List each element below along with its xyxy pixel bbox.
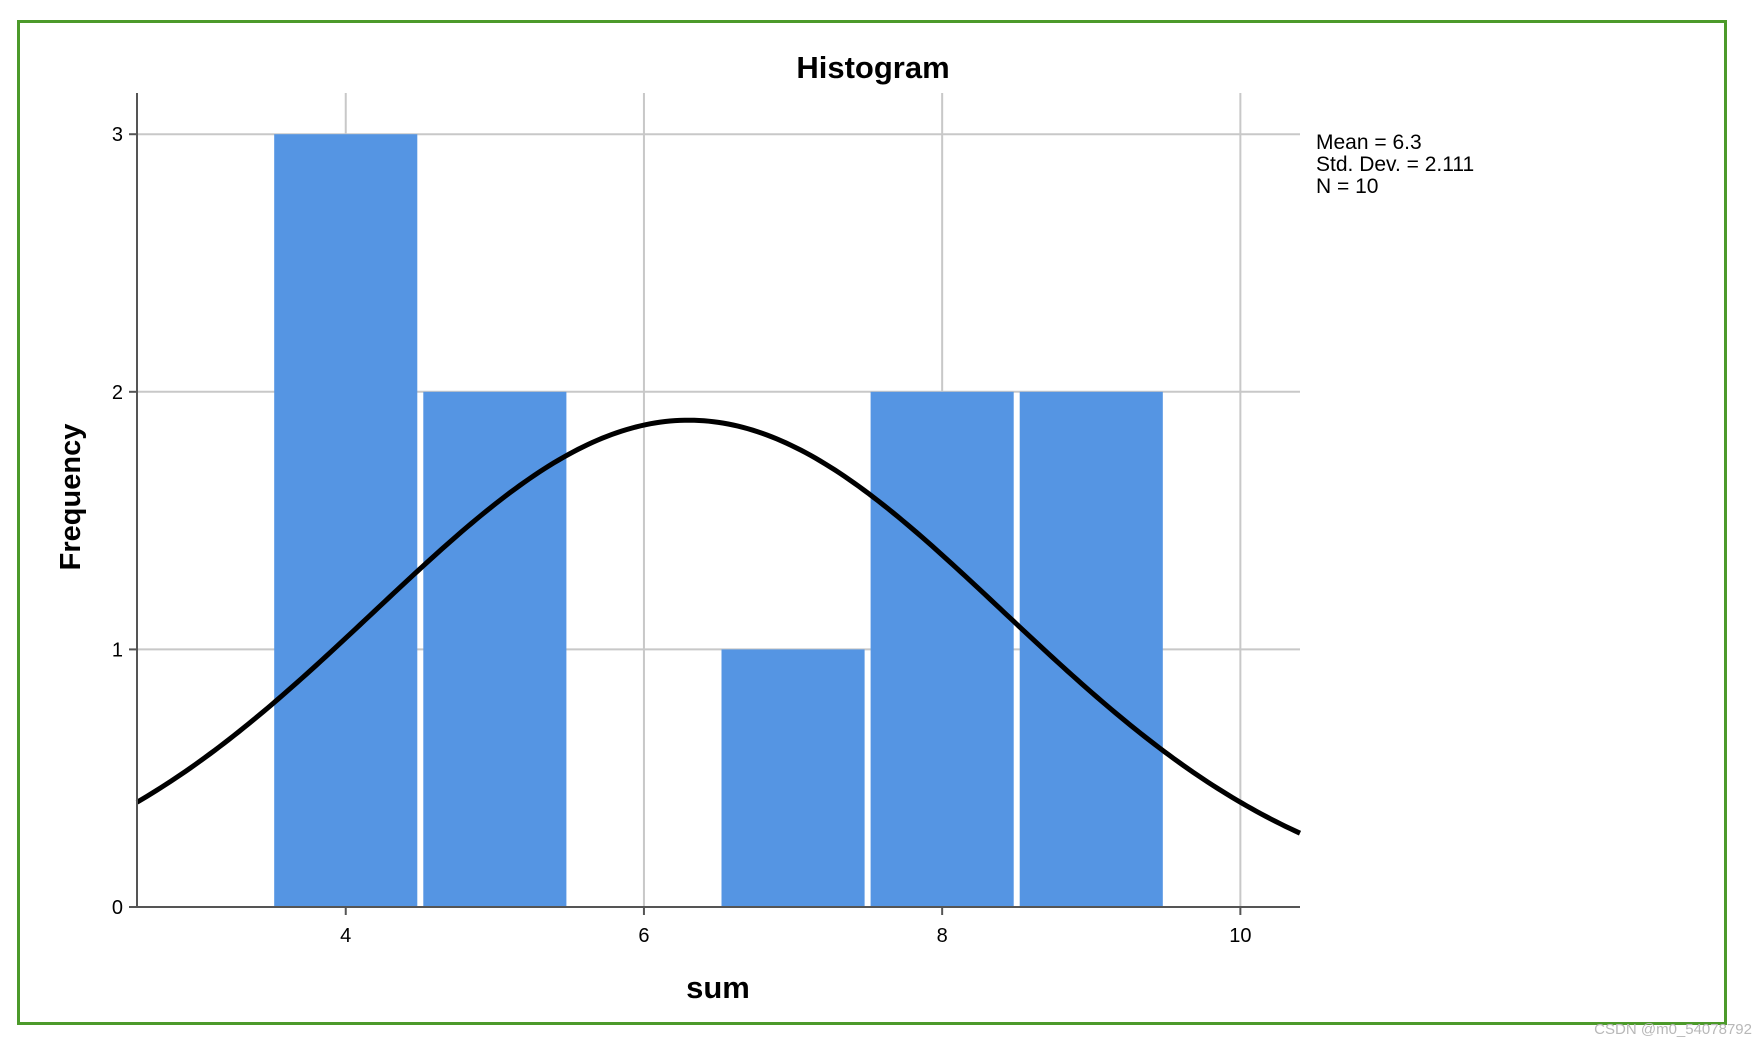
histogram-bar: [423, 391, 567, 907]
n-stat: N = 10: [1316, 175, 1379, 198]
normal-curve: [135, 417, 1302, 836]
y-tick-label: 3: [112, 124, 123, 146]
x-tick-label: 4: [340, 925, 351, 947]
watermark: CSDN @m0_54078792: [1594, 1021, 1752, 1038]
x-tick-label: 8: [937, 925, 948, 947]
y-axis-label: Frequency: [55, 424, 87, 571]
histogram-bar: [721, 649, 865, 907]
std-dev-stat: Std. Dev. = 2.111: [1316, 153, 1475, 176]
y-tick-label: 1: [112, 639, 123, 661]
y-tick-label: 0: [112, 897, 123, 919]
histogram-bar: [274, 134, 418, 907]
statistics-legend: Mean = 6.3 Std. Dev. = 2.111 N = 10: [1316, 132, 1474, 198]
y-tick-label: 2: [112, 382, 123, 404]
x-tick-label: 6: [638, 925, 649, 947]
mean-stat: Mean = 6.3: [1316, 131, 1422, 154]
chart-title: Histogram: [796, 50, 949, 85]
x-axis-label: sum: [686, 970, 750, 1005]
x-tick-label: 10: [1229, 925, 1251, 947]
histogram-bar: [870, 391, 1014, 907]
